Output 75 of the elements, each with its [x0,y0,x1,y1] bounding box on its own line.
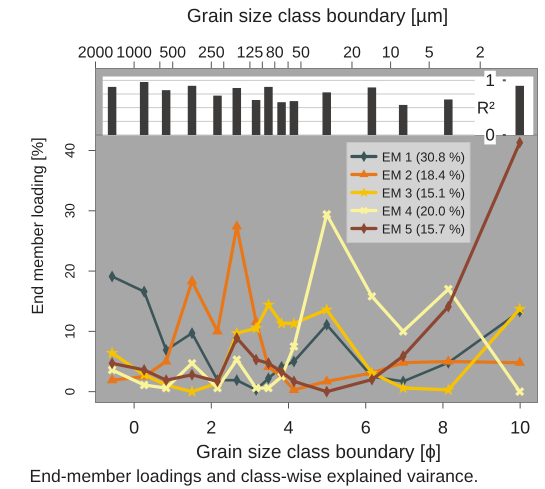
x2-tick-label: 2 [476,44,485,62]
point [162,384,171,392]
point [321,375,332,384]
bar [277,102,286,135]
legend-label: EM 3 (15.1 %) [382,185,465,200]
y-tick-label: 10 [62,324,78,339]
bar [398,104,408,135]
y-tick-label: 20 [62,264,78,279]
point [231,220,242,230]
bar [264,86,273,135]
x-axis-title: Grain size class boundary [ϕ] [196,442,442,463]
point [108,365,117,374]
point [442,383,455,396]
y-axis-title: End member loading [%] [29,137,47,315]
point [106,346,118,358]
bar [515,86,524,135]
y-axis-title: R² [476,98,496,118]
point [514,356,526,366]
point [186,275,198,284]
x2-tick-label: 250 [198,44,225,62]
x2-tick-label: 2000 [78,44,114,62]
point [140,380,149,390]
bar [252,100,260,135]
x2-axis-title: Grain size class boundary [µm] [186,6,448,27]
point [275,316,288,329]
y-tick-label: 30 [62,203,78,218]
bar [322,92,331,135]
x2-tick-label: 125 [236,44,264,62]
point [322,210,332,219]
x2-tick-label: 50 [292,44,310,62]
point [398,326,408,336]
text: End-member loadings and class-wise explained vairance. [30,466,478,486]
legend-label: EM 5 (15.7 %) [382,221,465,236]
x2-tick-label: 500 [159,44,186,62]
bar [188,86,196,135]
x-tick-label: 10 [510,417,530,438]
bar [290,101,298,135]
point [213,384,222,392]
point [320,302,334,316]
x2-tick-label: 80 [266,44,284,62]
y-tick-label: 1 [485,70,495,90]
legend-label: EM 1 (30.8 %) [382,149,465,164]
x2-tick-label: 20 [343,44,361,62]
point [160,355,172,365]
point [513,302,526,314]
bar [232,88,242,135]
point [442,355,454,365]
legend-label: EM 4 (20.0 %) [382,203,465,218]
point [515,387,524,396]
point [444,284,453,294]
x2-tick-label: 1000 [116,44,152,62]
point [212,325,223,334]
x-tick-label: 0 [129,417,140,438]
point [367,292,376,301]
bar [444,99,453,135]
y-tick-label: 40 [62,142,78,158]
point [264,384,273,392]
bar [368,87,376,135]
bar [213,96,222,135]
bar [162,90,170,135]
point [289,342,298,351]
x2-tick-label: 5 [424,44,434,62]
legend-label: EM 2 (18.4 %) [382,167,465,182]
x-tick-label: 8 [438,417,448,438]
x-tick-label: 2 [206,417,216,438]
point [252,384,261,392]
y-tick-label: 0 [62,388,78,396]
bar [108,86,116,135]
x-tick-label: 4 [284,417,294,438]
x2-tick-label: 10 [382,44,400,62]
bar [140,82,148,135]
point [188,358,196,368]
point [106,374,118,384]
point [250,322,262,334]
x-tick-label: 6 [360,417,371,438]
